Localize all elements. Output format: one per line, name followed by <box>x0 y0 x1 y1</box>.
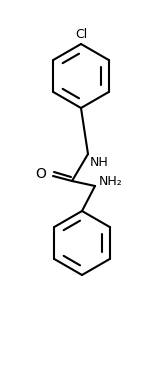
Text: NH₂: NH₂ <box>99 174 123 187</box>
Text: O: O <box>35 167 46 181</box>
Text: NH: NH <box>90 156 109 169</box>
Text: Cl: Cl <box>75 28 87 41</box>
